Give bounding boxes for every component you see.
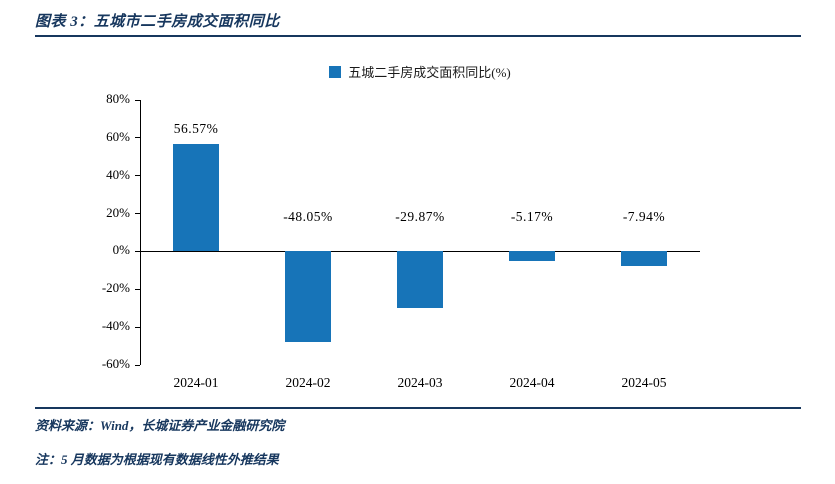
y-tick-label: 80% <box>106 91 130 106</box>
legend-label: 五城二手房成交面积同比(%) <box>348 65 511 80</box>
x-tick-label: 2024-01 <box>173 375 219 390</box>
bar-value-label: -29.87% <box>395 209 445 225</box>
y-tick-mark <box>135 326 140 328</box>
y-tick-mark <box>135 213 140 215</box>
bar-value-label: -48.05% <box>283 209 333 225</box>
y-tick-mark <box>135 99 140 101</box>
bar-2024-01 <box>173 144 219 252</box>
top-divider <box>35 35 801 37</box>
chart-legend: 五城二手房成交面积同比(%) <box>140 62 700 81</box>
y-tick-mark <box>135 250 140 252</box>
y-tick-mark <box>135 137 140 139</box>
bar-2024-05 <box>621 251 667 267</box>
y-tick-mark <box>135 175 140 177</box>
bar-2024-03 <box>397 251 443 308</box>
source-attribution: 资料来源：Wind，长城证券产业金融研究院 <box>35 418 285 433</box>
bottom-divider <box>35 407 801 409</box>
x-tick-label: 2024-05 <box>621 375 667 390</box>
x-tick-label: 2024-04 <box>509 375 555 390</box>
bar-value-label: -5.17% <box>510 209 554 225</box>
figure-title: 图表 3：五城市二手房成交面积同比 <box>35 14 280 30</box>
y-tick-mark <box>135 364 140 366</box>
y-tick-label: -20% <box>101 280 130 296</box>
y-tick-label: 40% <box>106 166 130 182</box>
y-tick-label: -40% <box>101 318 130 334</box>
x-tick-label: 2024-02 <box>285 375 331 390</box>
bar-2024-04 <box>509 251 555 262</box>
y-tick-mark <box>135 288 140 290</box>
legend-swatch-icon <box>329 65 342 78</box>
bar-2024-02 <box>285 251 331 343</box>
y-tick-label: -60% <box>101 356 130 371</box>
y-axis-line <box>140 100 141 365</box>
bar-value-label: -7.94% <box>622 209 666 225</box>
y-tick-label: 20% <box>106 204 130 220</box>
y-tick-label: 0% <box>112 242 130 258</box>
y-tick-label: 60% <box>106 128 130 144</box>
x-tick-label: 2024-03 <box>397 375 443 390</box>
bar-value-label: 56.57% <box>173 121 219 137</box>
footnote: 注：5 月数据为根据现有数据线性外推结果 <box>35 452 279 467</box>
